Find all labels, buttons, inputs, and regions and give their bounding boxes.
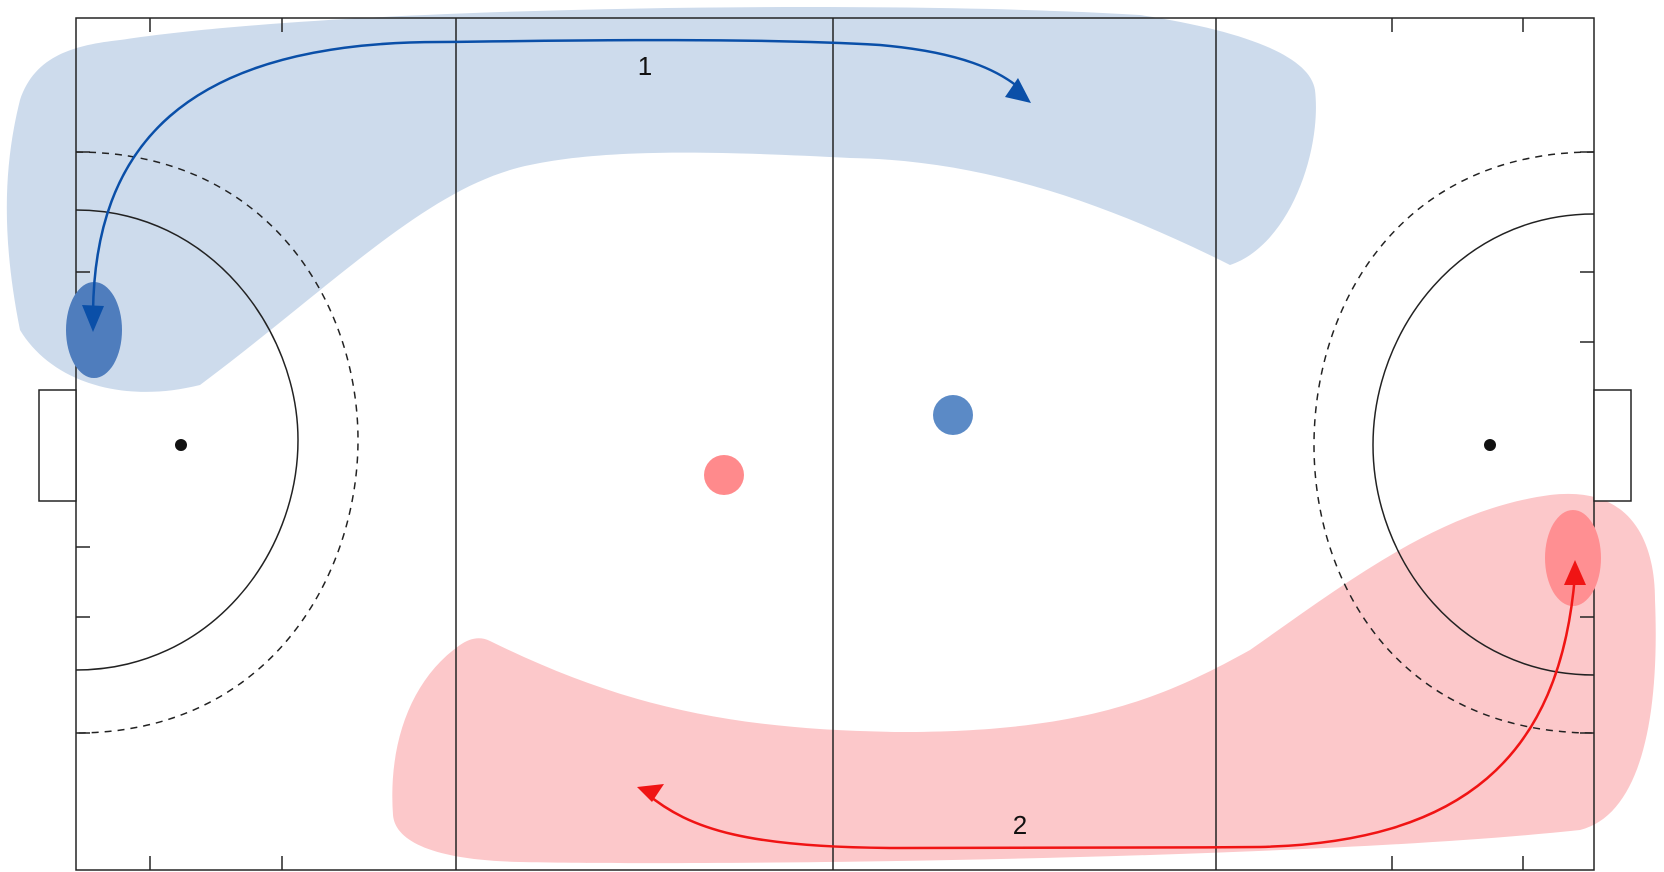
tick-marks <box>76 18 1594 870</box>
red-player-dot <box>704 455 744 495</box>
blue-target-area <box>66 282 122 378</box>
dashed-circle-right <box>1313 151 1595 734</box>
red-arrowhead-up <box>1564 560 1586 585</box>
penalty-spot-left <box>175 439 187 451</box>
blue-arrowhead-right <box>1005 78 1031 103</box>
blue-player-dot <box>933 395 973 435</box>
blue-arrowhead-left <box>82 305 104 332</box>
red-target-area <box>1545 510 1601 606</box>
red-arrowhead-left <box>637 784 664 802</box>
move-1-label: 1 <box>638 51 652 81</box>
blue-zone <box>6 7 1316 392</box>
dashed-circle-left <box>75 151 359 734</box>
goal-left <box>38 389 77 502</box>
blue-arrow-path <box>91 38 1025 313</box>
red-zone <box>392 493 1656 864</box>
penalty-spot-right <box>1484 439 1496 451</box>
goal-right <box>1593 389 1632 502</box>
shooting-circle-left <box>75 209 299 671</box>
shooting-circle-right <box>1372 213 1595 676</box>
red-arrow-path <box>645 574 1577 850</box>
move-2-label: 2 <box>1013 810 1027 840</box>
